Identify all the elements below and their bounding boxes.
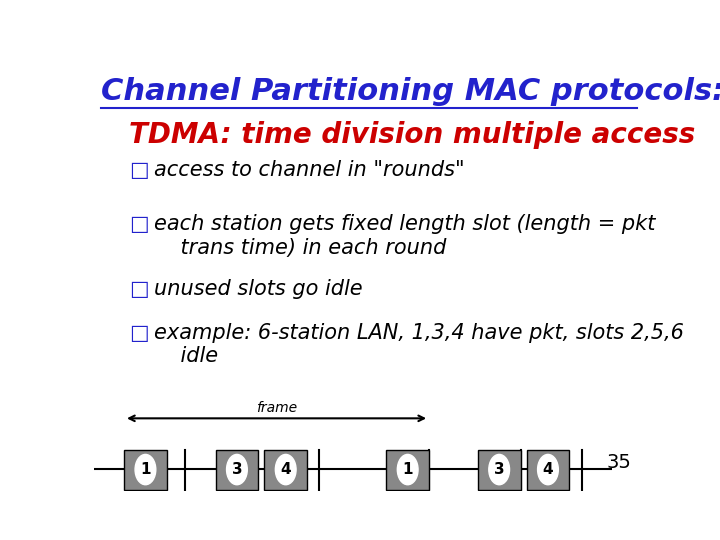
Text: 3: 3 bbox=[494, 462, 505, 477]
Bar bbox=[264, 449, 307, 490]
Bar bbox=[478, 449, 521, 490]
Text: example: 6-station LAN, 1,3,4 have pkt, slots 2,5,6
    idle: example: 6-station LAN, 1,3,4 have pkt, … bbox=[154, 322, 684, 366]
Text: 1: 1 bbox=[402, 462, 413, 477]
Text: 1: 1 bbox=[140, 462, 150, 477]
Text: 35: 35 bbox=[606, 453, 631, 472]
Text: 4: 4 bbox=[280, 462, 291, 477]
Text: access to channel in "rounds": access to channel in "rounds" bbox=[154, 160, 465, 180]
Text: 3: 3 bbox=[232, 462, 242, 477]
Text: each station gets fixed length slot (length = pkt
    trans time) in each round: each station gets fixed length slot (len… bbox=[154, 214, 655, 258]
Circle shape bbox=[489, 455, 510, 485]
Circle shape bbox=[275, 455, 296, 485]
Text: unused slots go idle: unused slots go idle bbox=[154, 279, 363, 299]
Circle shape bbox=[227, 455, 247, 485]
Text: TDMA: time division multiple access: TDMA: time division multiple access bbox=[129, 121, 696, 149]
Circle shape bbox=[538, 455, 558, 485]
Bar bbox=[387, 449, 429, 490]
Bar bbox=[124, 449, 167, 490]
Text: □: □ bbox=[129, 279, 149, 299]
Circle shape bbox=[397, 455, 418, 485]
Bar bbox=[526, 449, 570, 490]
Text: frame: frame bbox=[256, 401, 297, 415]
Text: □: □ bbox=[129, 214, 149, 234]
Text: 4: 4 bbox=[543, 462, 553, 477]
Bar bbox=[215, 449, 258, 490]
Circle shape bbox=[135, 455, 156, 485]
Text: □: □ bbox=[129, 160, 149, 180]
Text: Channel Partitioning MAC protocols: TDMA: Channel Partitioning MAC protocols: TDMA bbox=[101, 77, 720, 106]
Text: □: □ bbox=[129, 322, 149, 342]
